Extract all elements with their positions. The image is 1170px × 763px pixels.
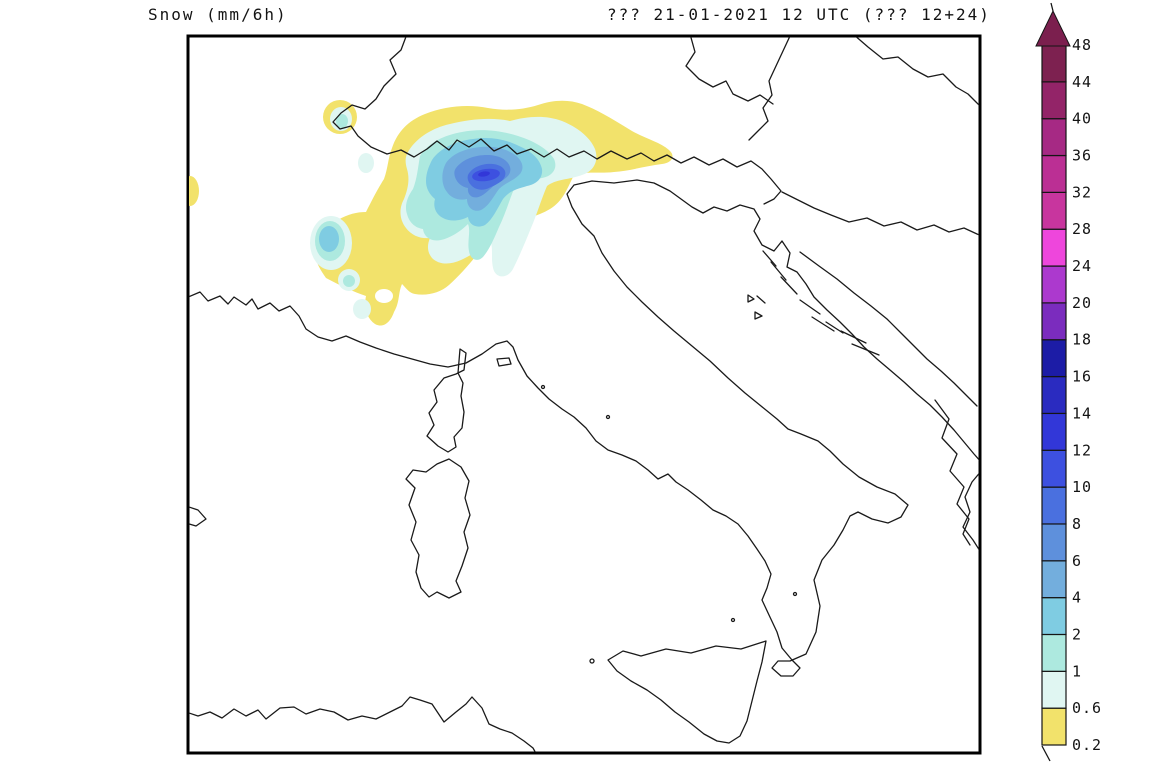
colorbar-segment (1041, 633, 1067, 672)
colorbar-tick-label: 4 (1072, 589, 1082, 607)
snow-level-12-core (478, 171, 490, 177)
snow-level-1-geneva (336, 114, 348, 128)
colorbar-segment (1041, 523, 1067, 562)
colorbar-tick-label: 24 (1072, 257, 1092, 275)
coastline-albania (962, 472, 979, 551)
colorbar-tick-label: 44 (1072, 73, 1092, 91)
colorbar-tick-label: 40 (1072, 110, 1092, 128)
colorbar-tick-label: 8 (1072, 515, 1082, 533)
snow-level-0.6-patch-a (358, 153, 374, 173)
colorbar-segment (1041, 339, 1067, 378)
chart-datetime: ??? 21-01-2021 12 UTC (??? 12+24) (607, 5, 991, 24)
coastline-mainland (189, 179, 979, 677)
colorbar-tick-label: 0.6 (1072, 699, 1102, 717)
border-austria-north (855, 37, 979, 106)
coastline-elba (496, 357, 512, 367)
colorbar-tick-label: 12 (1072, 441, 1092, 459)
colorbar-tick-label: 16 (1072, 368, 1092, 386)
colorbar-tick-label: 20 (1072, 294, 1092, 312)
coastline-left-edge-peninsula (189, 506, 207, 527)
colorbar-segment (1041, 265, 1067, 304)
coastline-layer (189, 37, 979, 752)
croatian-islands (747, 250, 880, 356)
colorbar-tick-label: 36 (1072, 147, 1092, 165)
coastline-sicily (607, 640, 767, 744)
colorbar-segment (1041, 670, 1067, 709)
colorbar-arrow-tip (1050, 2, 1054, 12)
snow-level-1-patch-b (343, 275, 355, 287)
border-bosnia-diagonal (799, 251, 978, 407)
colorbar-tail (1041, 745, 1051, 762)
border-switzerland-austria (685, 37, 774, 105)
colorbar-tick-label: 28 (1072, 220, 1092, 238)
border-montenegro (934, 399, 971, 546)
coastline-corsica (426, 348, 467, 453)
colorbar-segment (1041, 44, 1067, 83)
colorbar-tick-label: 2 (1072, 625, 1082, 643)
coastline-north-africa (189, 696, 536, 752)
colorbar-segment (1041, 412, 1067, 451)
colorbar-segment (1041, 707, 1067, 746)
colorbar-segment (1041, 449, 1067, 488)
colorbar-segment (1041, 118, 1067, 157)
colorbar-segment (1041, 191, 1067, 230)
colorbar-tick-label: 6 (1072, 552, 1082, 570)
border-austria-slovenia (748, 37, 791, 141)
snow-level-0.6-patch-c (353, 299, 371, 319)
colorbar-tick-label: 14 (1072, 404, 1092, 422)
colorbar-segment (1041, 560, 1067, 599)
snow-level-0.2-left-edge (189, 176, 199, 206)
colorbar-segment (1041, 486, 1067, 525)
coastline-sardinia (405, 458, 471, 599)
border-croatia-inland (781, 191, 979, 236)
chart-title: Snow (mm/6h) (148, 5, 288, 24)
colorbar-arrow-icon (1035, 9, 1071, 47)
colorbar-tick-label: 10 (1072, 478, 1092, 496)
small-islands (540, 384, 798, 664)
colorbar-tick-label: 1 (1072, 662, 1082, 680)
colorbar-tick-label: 0.2 (1072, 736, 1102, 754)
colorbar-segment (1041, 81, 1067, 120)
colorbar-segment (1041, 302, 1067, 341)
colorbar-tick-label: 18 (1072, 331, 1092, 349)
colorbar-segment (1041, 375, 1067, 415)
snow-hole-below-threshold (375, 289, 393, 303)
colorbar-tick-label: 48 (1072, 36, 1092, 54)
snow-field-layers (189, 100, 673, 326)
colorbar-tick-label: 32 (1072, 183, 1092, 201)
border-france-switzerland-italy (332, 37, 782, 205)
colorbar-segment (1041, 154, 1067, 193)
colorbar-segment (1041, 228, 1067, 267)
snow-level-2-west-lobe (319, 226, 339, 252)
colorbar-segment (1041, 597, 1067, 636)
